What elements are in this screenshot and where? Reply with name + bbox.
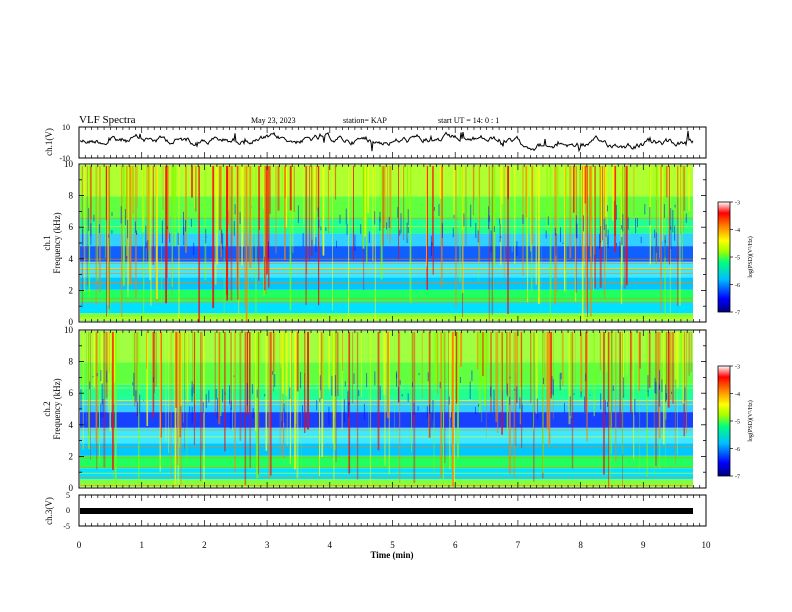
ch1-freq-label: Frequency (kHz) — [52, 212, 62, 273]
freq-tick-label: 2 — [69, 451, 74, 461]
freq-tick-label: 10 — [64, 325, 74, 335]
ch2-spectrogram-image — [80, 331, 706, 488]
colorbar-tick-label: -5 — [735, 256, 740, 262]
freq-tick-label: 8 — [69, 357, 74, 367]
date-label: May 23, 2023 — [251, 116, 296, 125]
x-tick-label: 0 — [77, 540, 82, 550]
x-axis-ticks: 0 1 2 3 4 5 6 7 8 9 10 — [77, 127, 711, 550]
freq-tick-label: 0 — [69, 317, 74, 327]
colorbar-tick-label: -3 — [735, 201, 740, 207]
ch3-ytick-mid: 0 — [66, 506, 70, 515]
freq-tick-label: 8 — [69, 191, 74, 201]
x-tick-label: 10 — [702, 540, 712, 550]
freq-tick-label: 0 — [69, 483, 74, 493]
ch1-ytick-bottom: -10 — [59, 154, 70, 163]
start-time-label: start UT = 14: 0 : 1 — [438, 116, 499, 125]
ch1-colorbar-label: log(PSD)(V²/Hz) — [747, 236, 754, 277]
ch1-waveform-panel: 10 -10 ch.1(V) — [44, 123, 707, 163]
x-tick-label: 6 — [453, 540, 458, 550]
x-tick-label: 4 — [328, 540, 333, 550]
freq-tick-label: 4 — [69, 420, 74, 430]
freq-tick-label: 2 — [69, 285, 74, 295]
colorbar-tick-label: -3 — [735, 365, 740, 371]
ch2-freq-label: Frequency (kHz) — [52, 378, 62, 439]
ch2-colorbar-label: log(PSD)(V²/Hz) — [747, 400, 754, 441]
colorbar-tick-label: -7 — [735, 311, 740, 317]
ch1-spectrogram-image — [80, 165, 706, 322]
x-tick-label: 1 — [139, 540, 144, 550]
ch3-waveform-panel: 5 0 -5 ch.3(V) — [44, 491, 707, 531]
colorbar-tick-label: -7 — [735, 475, 740, 481]
ch1-ytick-top: 10 — [62, 123, 70, 132]
ch2-spec-label: ch.2 — [42, 401, 52, 416]
colorbar-tick-label: -5 — [735, 420, 740, 426]
freq-tick-label: 6 — [69, 222, 74, 232]
figure-title: VLF Spectra — [79, 114, 136, 126]
colorbar-tick-label: -6 — [735, 283, 740, 289]
colorbar-tick-label: -4 — [735, 228, 740, 234]
ch3-ytick-top: 5 — [66, 491, 70, 500]
freq-tick-label: 6 — [69, 388, 74, 398]
ch1-spec-label: ch.1 — [42, 235, 52, 250]
ch3-waveform-band — [80, 508, 693, 514]
x-tick-label: 3 — [265, 540, 270, 550]
x-tick-label: 5 — [390, 540, 395, 550]
ch3-ytick-bottom: -5 — [63, 522, 70, 531]
colorbar-tick-label: -6 — [735, 447, 740, 453]
station-label: station= KAP — [343, 116, 387, 125]
x-tick-label: 7 — [516, 540, 521, 550]
ch2-colorbar: -3 -4 -5 -6 -7 log(PSD)(V²/Hz) — [717, 365, 754, 481]
x-tick-label: 8 — [578, 540, 583, 550]
ch1-colorbar: -3 -4 -5 -6 -7 log(PSD)(V²/Hz) — [717, 201, 754, 317]
x-tick-label: 9 — [641, 540, 646, 550]
x-tick-label: 2 — [202, 540, 207, 550]
ch3-wave-ylabel: ch.3(V) — [44, 497, 54, 525]
freq-tick-label: 10 — [64, 159, 74, 169]
ch1-spectrogram-panel: 10 8 6 4 2 0 ch.1 Frequency (kHz) — [42, 159, 707, 327]
freq-tick-label: 4 — [69, 254, 74, 264]
colorbar-tick-label: -4 — [735, 392, 740, 398]
x-axis-label: Time (min) — [370, 550, 413, 560]
ch2-spectrogram-panel: 10 8 6 4 2 0 ch.2 Frequency (kHz) — [42, 325, 707, 493]
ch1-wave-ylabel: ch.1(V) — [44, 128, 54, 156]
ch1-waveform-line — [79, 130, 694, 153]
